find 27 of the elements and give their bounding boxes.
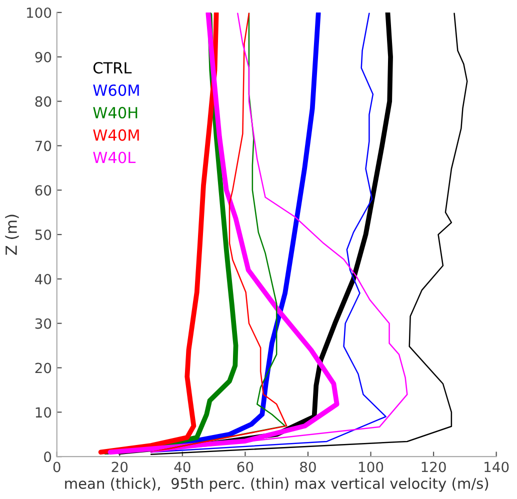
- y-tick-label: 0: [44, 452, 52, 462]
- text: W40L: [93, 152, 136, 164]
- y-tick-label: 40: [35, 274, 52, 284]
- x-tick-label: 100: [359, 462, 384, 472]
- y-tick-label: 70: [35, 140, 52, 152]
- y-tick-label: 20: [35, 362, 52, 374]
- y-tick-label: 60: [35, 185, 52, 196]
- line-series: [150, 12, 468, 455]
- x-tick-label: 60: [237, 462, 254, 472]
- x-tick-label: 140: [484, 462, 509, 472]
- y-axis-title: Z (m): [5, 214, 19, 255]
- x-tick-label: 120: [422, 462, 446, 472]
- y-tick-label: 50: [35, 230, 52, 240]
- text: W40M: [93, 129, 139, 141]
- y-tick-label: 90: [35, 52, 52, 62]
- y-tick-label: 100: [27, 7, 52, 18]
- x-axis-title: mean (thick), 95th perc. (thin) max vertical velocity (m/s): [65, 478, 488, 492]
- y-tick-label: 80: [35, 96, 52, 107]
- y-tick-label: 10: [36, 407, 52, 418]
- text: W60M: [93, 84, 139, 96]
- y-tick-label: 30: [35, 318, 52, 329]
- x-tick-label: 40: [174, 462, 190, 472]
- text: CTRL: [93, 62, 132, 74]
- x-tick-label: 0: [53, 462, 60, 472]
- x-tick-label: 20: [112, 462, 128, 472]
- x-tick-label: 80: [300, 462, 316, 472]
- text: W40H: [93, 106, 138, 118]
